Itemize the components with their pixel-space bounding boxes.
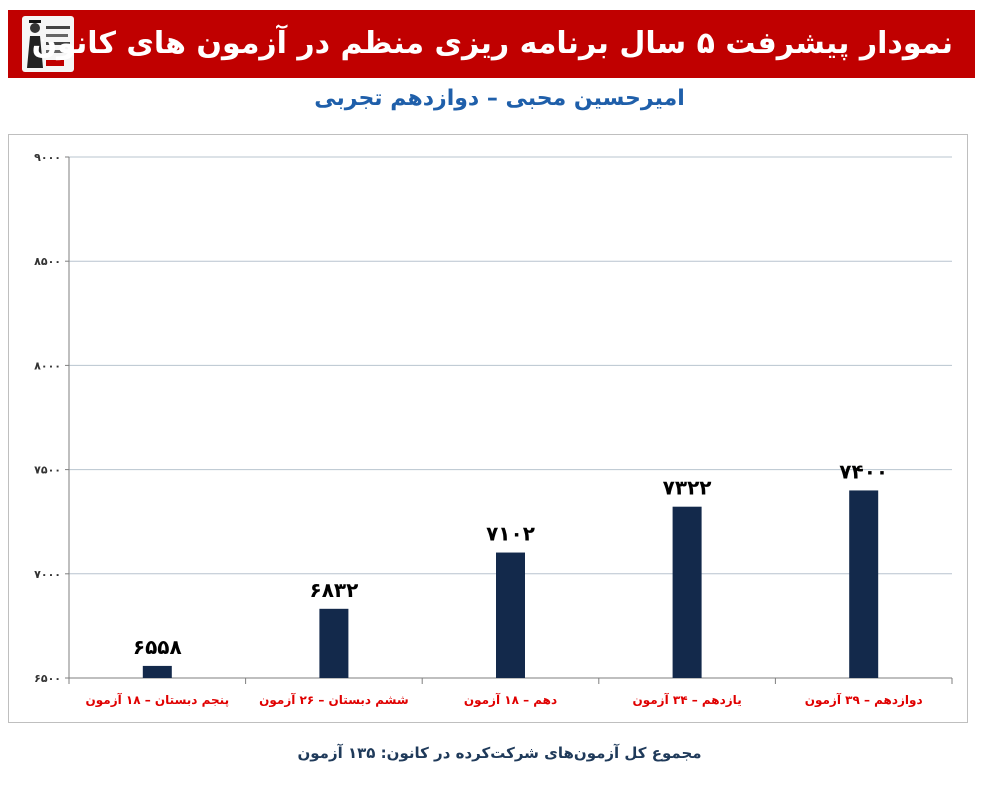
total-exams-note: مجموع کل آزمون‌های شرکت‌کرده در کانون: ۱…: [297, 744, 702, 762]
bar-value-label: ۶۸۳۲: [309, 578, 358, 602]
bar: [672, 506, 702, 678]
x-category-label: پنجم دبستان – ۱۸ آزمون: [86, 692, 230, 708]
kanoon-logo: [22, 16, 74, 72]
bar: [849, 490, 879, 678]
y-tick-label: ۷۵۰۰: [34, 464, 61, 477]
x-category-label: دهم – ۱۸ آزمون: [464, 692, 557, 708]
y-tick-label: ۸۵۰۰: [34, 255, 61, 268]
bar-chart: ۶۵۰۰ ۷۰۰۰ ۷۵۰۰ ۸۰۰۰ ۸۵۰۰ ۹۰۰۰ ۶۵۵۸ پنجم دبستان …: [34, 151, 953, 708]
bar: [496, 552, 525, 678]
y-tick-label: ۸۰۰۰: [34, 359, 61, 372]
y-tick-label: ۷۰۰۰: [34, 568, 61, 581]
y-tick-label: ۶۵۰۰: [34, 672, 61, 685]
bar: [319, 608, 349, 678]
bar-value-label: ۷۳۲۲: [663, 476, 712, 500]
x-category-label: یازدهم – ۳۴ آزمون: [632, 692, 741, 708]
chart-area: ۶۵۰۰ ۷۰۰۰ ۷۵۰۰ ۸۰۰۰ ۸۵۰۰ ۹۰۰۰ ۶۵۵۸ پنجم دبستان …: [8, 134, 968, 723]
page-title: نمودار پیشرفت ۵ سال برنامه ریزی منظم در …: [31, 26, 953, 61]
bar: [142, 665, 172, 678]
header-banner: نمودار پیشرفت ۵ سال برنامه ریزی منظم در …: [8, 10, 975, 78]
bar-value-label: ۷۴۰۰: [839, 459, 888, 483]
bar-value-label: ۷۱۰۲: [486, 522, 535, 546]
x-category-label: ششم دبستان – ۲۶ آزمون: [259, 692, 409, 708]
bar-value-label: ۶۵۵۸: [133, 635, 182, 659]
y-tick-label: ۹۰۰۰: [34, 151, 61, 164]
x-category-label: دوازدهم – ۳۹ آزمون: [805, 692, 923, 708]
chart-subtitle: امیرحسین محبی – دوازدهم تجربی: [314, 86, 685, 111]
